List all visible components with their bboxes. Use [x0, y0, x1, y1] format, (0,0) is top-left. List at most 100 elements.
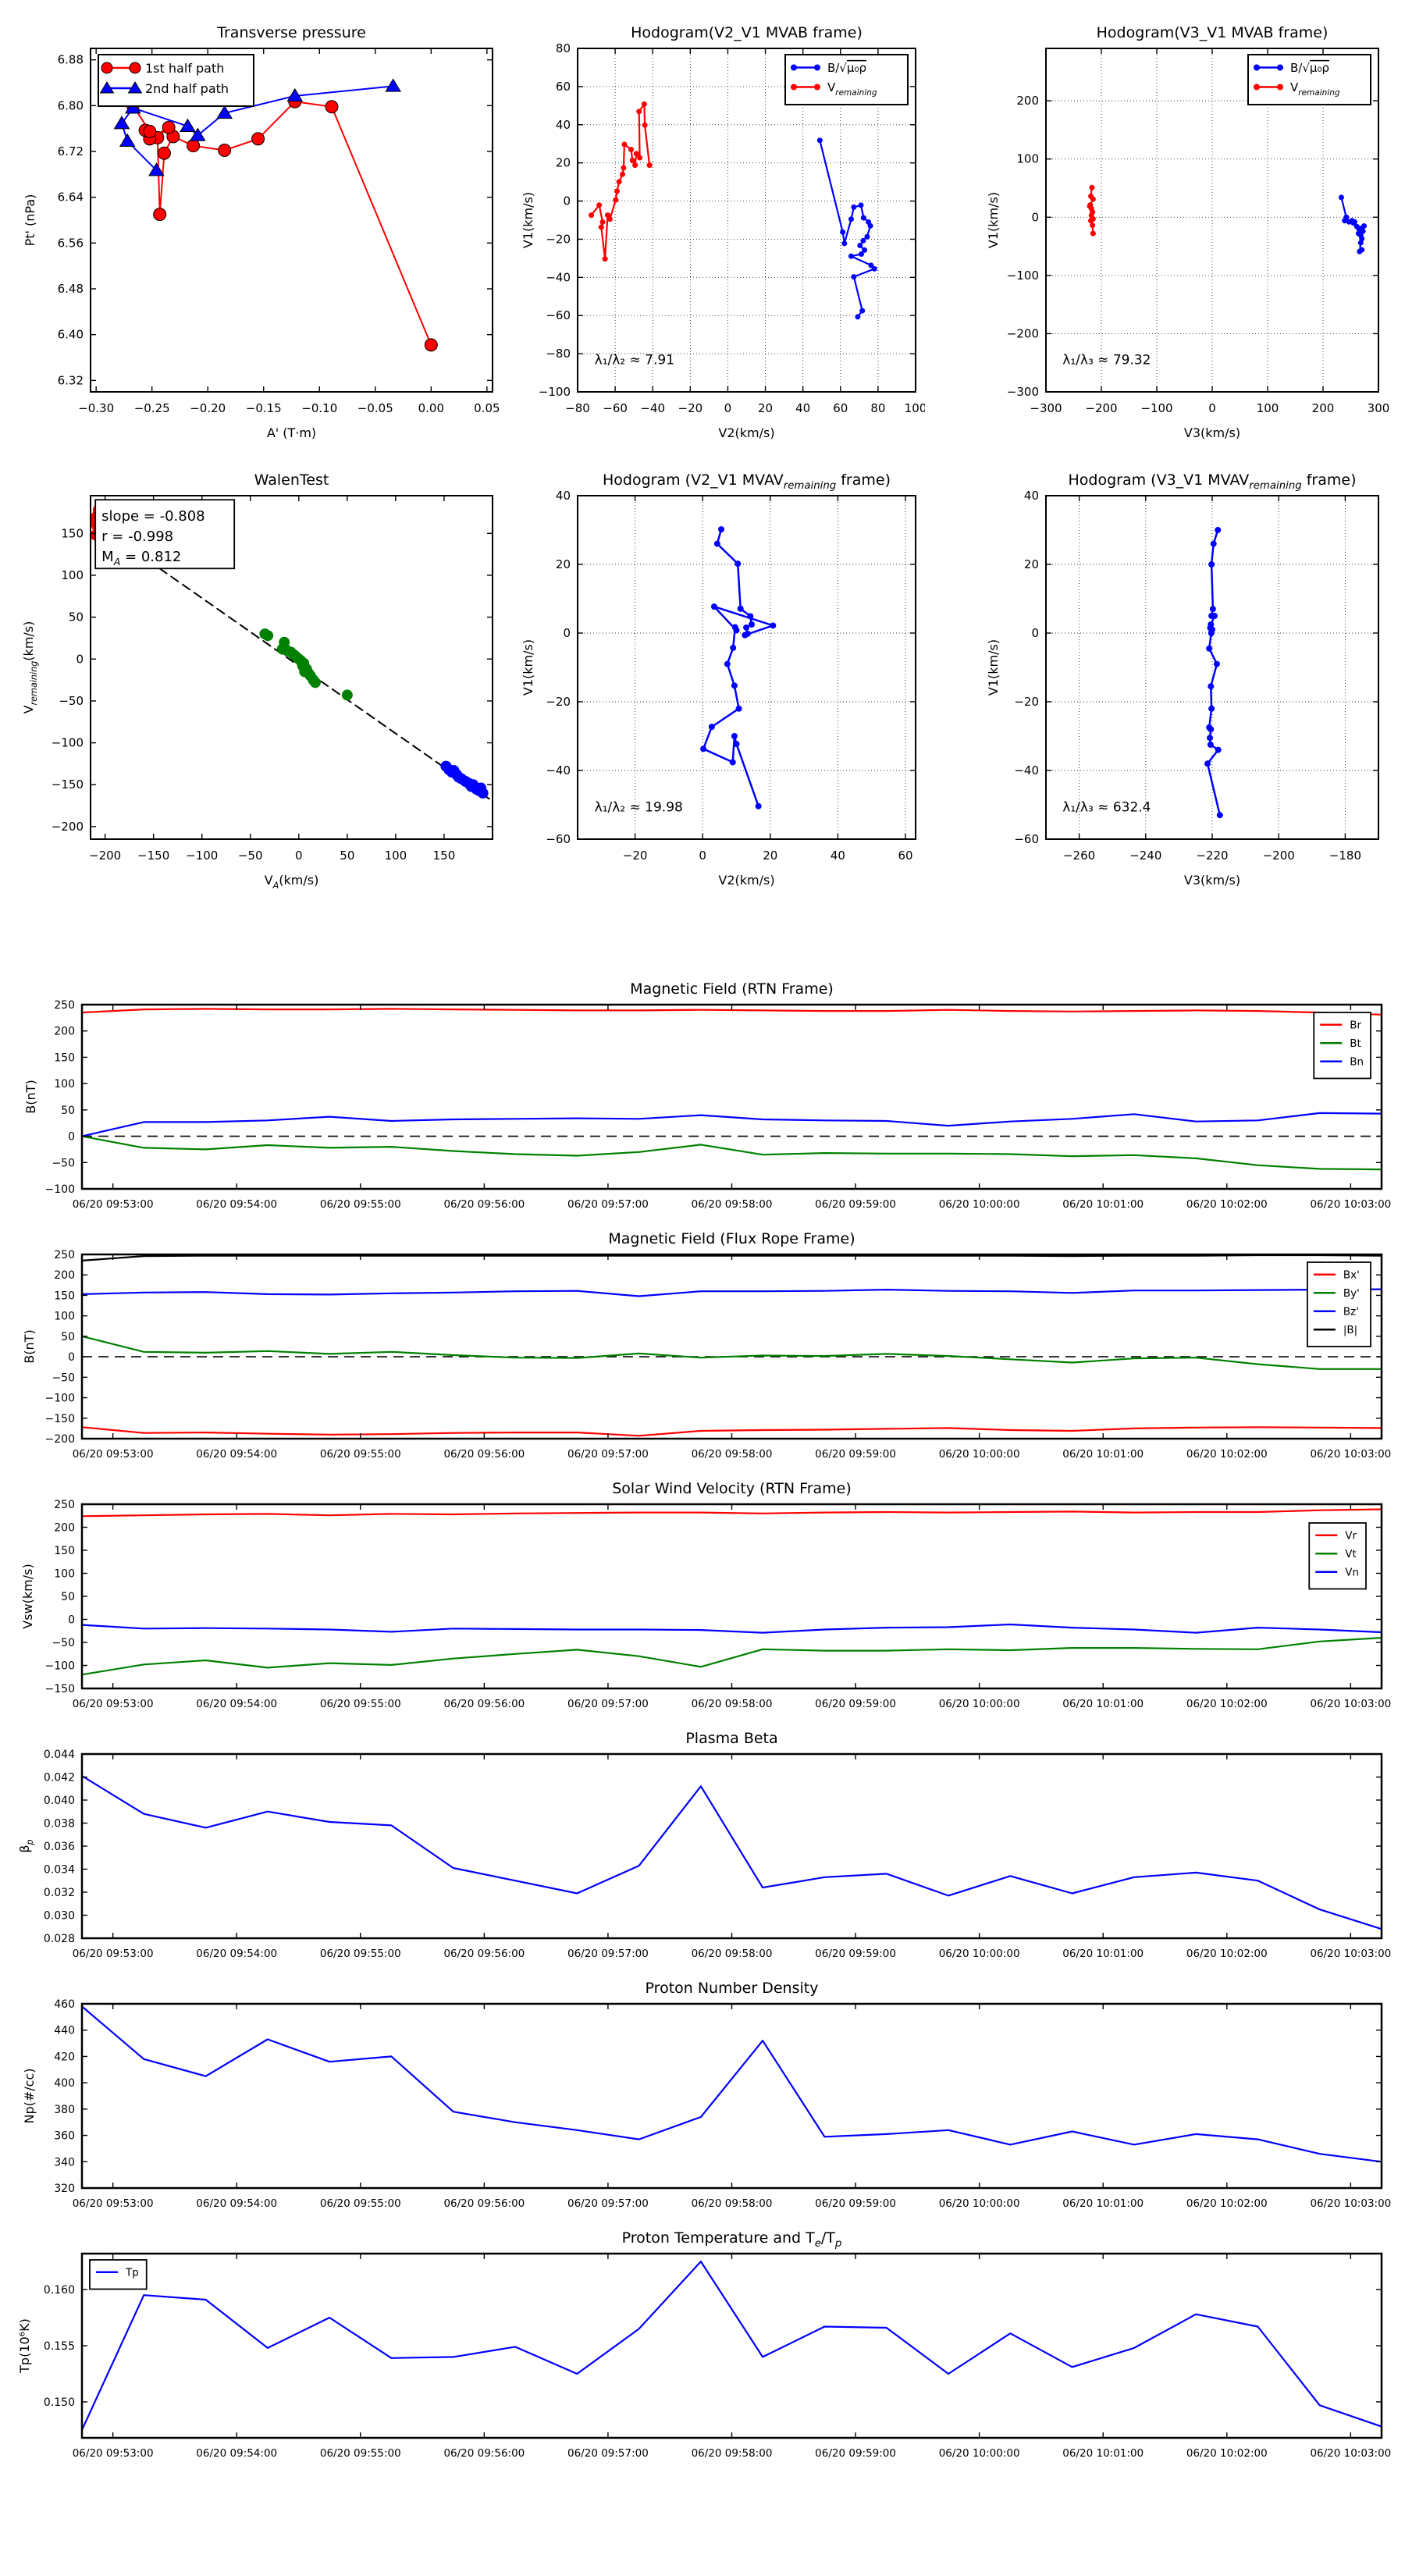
legend: Tp	[89, 2259, 148, 2290]
y-tick-label: 250	[54, 1499, 75, 1511]
x-tick-label: 06/20 09:56:00	[443, 2197, 525, 2210]
x-tick-label: 06/20 09:55:00	[320, 1698, 401, 1710]
y-axis-label: Pt' (nPa)	[23, 194, 37, 247]
annotation: λ₁/λ₂ ≈ 7.91	[595, 352, 674, 368]
y-tick-label: 6.56	[58, 236, 84, 250]
y-tick-label: −150	[52, 777, 84, 792]
x-tick-label: 60	[833, 401, 848, 415]
x-tick-label: 06/20 10:00:00	[939, 2197, 1020, 2210]
y-tick-label: 20	[1024, 557, 1039, 571]
x-tick-label: −200	[89, 849, 121, 863]
y-tick-label: −200	[52, 820, 84, 834]
y-tick-label: −150	[45, 1683, 75, 1695]
x-tick-label: −0.05	[357, 401, 393, 415]
y-tick-label: −60	[1014, 832, 1039, 846]
x-tick-label: −80	[565, 401, 590, 415]
annotation-text: r = -0.998	[101, 528, 173, 545]
y-axis-label: B(nT)	[23, 1080, 38, 1113]
y-tick-label: −50	[52, 1637, 75, 1649]
x-tick-label: −260	[1063, 849, 1095, 863]
legend-label: Bz'	[1343, 1306, 1359, 1318]
x-tick-label: 06/20 09:58:00	[692, 1698, 773, 1710]
y-tick-label: 6.72	[58, 144, 84, 158]
y-axis-label: V1(km/s)	[521, 192, 535, 248]
x-tick-label: 06/20 09:54:00	[196, 2197, 277, 2210]
y-tick-label: 0.038	[44, 1818, 75, 1831]
axes-frame	[80, 1503, 1383, 1690]
y-tick-label: 20	[556, 557, 571, 571]
legend: Br Bt Bn	[1313, 1012, 1371, 1080]
x-tick-label: 06/20 10:00:00	[939, 2447, 1020, 2460]
legend-label: By'	[1343, 1287, 1360, 1300]
x-tick-label: 06/20 09:57:00	[567, 1698, 649, 1710]
magnetic-field-rtn-chart: 06/20 09:53:00 06/20 09:54:00 06/20 09:55:…	[23, 980, 1391, 1211]
x-tick-label: 06/20 09:56:00	[443, 1698, 525, 1710]
y-tick-label: −60	[546, 308, 571, 322]
x-tick-label: 06/20 10:01:00	[1062, 1698, 1144, 1710]
y-tick-label: 6.48	[58, 282, 84, 296]
y-tick-label: −100	[45, 1183, 75, 1196]
series-tp	[81, 2261, 1382, 2431]
x-axis-label: V2(km/s)	[718, 425, 774, 440]
magnetic-field-flux-rope-chart: 06/20 09:53:00 06/20 09:54:00 06/20 09:55:…	[22, 1230, 1391, 1461]
x-tick-label: 06/20 09:55:00	[320, 1198, 401, 1211]
y-tick-label: 0.034	[44, 1864, 75, 1877]
y-tick-label: −200	[45, 1433, 75, 1446]
y-tick-label: −100	[1007, 269, 1039, 283]
legend-label: Bt	[1350, 1037, 1361, 1050]
legend-label: Vn	[1345, 1567, 1359, 1579]
x-tick-label: 20	[758, 401, 773, 415]
legend: Bx' By' Bz' |B|	[1306, 1261, 1371, 1347]
y-tick-label: −300	[1007, 385, 1039, 399]
legend: B/√μ₀ρ Vremaining​	[784, 54, 909, 105]
y-tick-label: 0	[68, 1351, 75, 1364]
x-tick-label: 0.00	[418, 401, 444, 415]
series-vn	[81, 1623, 1382, 1634]
y-tick-label: −40	[1014, 763, 1039, 777]
x-tick-label: 06/20 09:56:00	[443, 1198, 525, 1211]
transverse-pressure-title: Transverse pressure	[216, 24, 366, 41]
y-tick-label: 150	[54, 1545, 75, 1557]
legend-label: Bn	[1350, 1056, 1364, 1069]
x-tick-label: 06/20 10:03:00	[1310, 1448, 1391, 1461]
x-tick-label: 20	[763, 849, 777, 863]
hodogram-v2v1-mvab-title: Hodogram(V2_V1 MVAB frame)	[631, 24, 863, 41]
y-axis-label: V1(km/s)	[986, 192, 1001, 248]
annotation-text: MA​ = 0.812	[101, 549, 181, 568]
y-tick-label: 40	[556, 118, 571, 132]
legend-label: Vremaining​	[827, 80, 877, 98]
y-tick-label: 100	[54, 1078, 75, 1091]
x-tick-label: 06/20 09:57:00	[567, 2197, 649, 2210]
x-tick-label: 0	[724, 401, 732, 415]
x-tick-label: 80	[870, 401, 885, 415]
annotation-text: λ₁/λ₂ ≈ 19.98	[595, 799, 683, 815]
y-tick-label: 0	[68, 1614, 75, 1627]
y-tick-label: 0.155	[44, 2340, 75, 2353]
x-tick-label: 06/20 10:01:00	[1062, 1198, 1144, 1211]
y-tick-label: 150	[61, 526, 84, 540]
y-tick-label: 0.042	[44, 1772, 75, 1784]
series-b-alfven	[1338, 194, 1368, 254]
hodogram-v2v1-mvav-title: Hodogram (V2_V1 MVAVremaining​ frame)	[603, 471, 891, 492]
x-tick-label: 06/20 10:02:00	[1186, 2197, 1268, 2210]
y-tick-label: 6.32	[58, 373, 84, 387]
x-tick-label: 60	[898, 849, 912, 863]
x-tick-label: 06/20 09:56:00	[443, 2447, 525, 2460]
annotation: λ₁/λ₃ ≈ 79.32	[1062, 352, 1151, 368]
y-tick-label: 0.032	[44, 1887, 75, 1899]
x-tick-label: −0.15	[246, 401, 282, 415]
series-walen-green	[259, 628, 353, 701]
y-tick-label: 6.64	[58, 190, 84, 205]
x-tick-label: −20	[678, 401, 703, 415]
x-tick-label: 06/20 10:02:00	[1186, 2447, 1268, 2460]
y-tick-label: 0.030	[44, 1910, 75, 1923]
y-tick-label: 0	[563, 626, 571, 640]
x-tick-label: 06/20 10:02:00	[1186, 1698, 1268, 1710]
y-tick-label: 6.88	[58, 53, 84, 67]
x-tick-label: −20	[623, 849, 648, 863]
series-walen-fit	[90, 519, 492, 801]
y-tick-label: 0	[1031, 626, 1039, 640]
x-tick-label: 06/20 10:00:00	[939, 1948, 1020, 1960]
legend-label: B/√μ₀ρ	[1290, 61, 1329, 75]
